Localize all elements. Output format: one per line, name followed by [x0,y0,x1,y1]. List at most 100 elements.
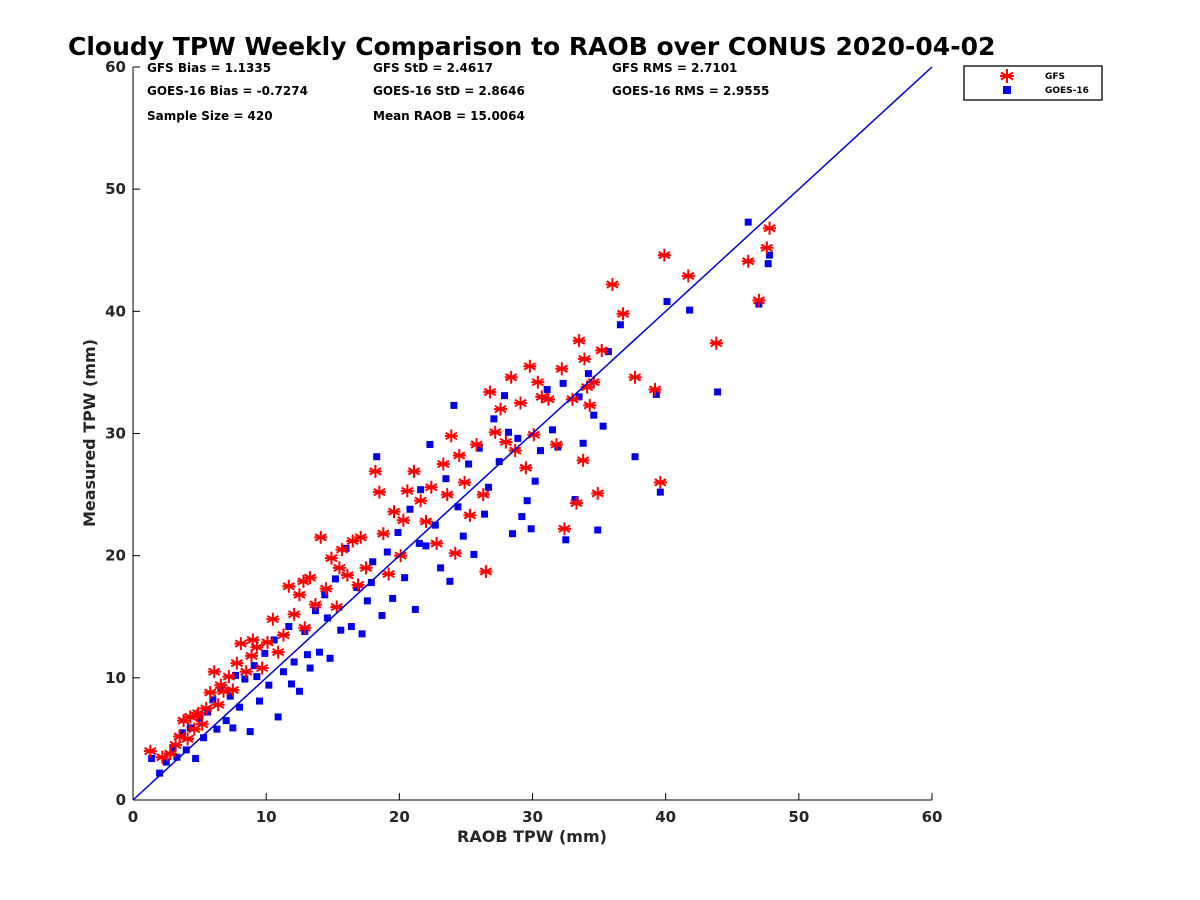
gfs-point [531,375,545,389]
goes16-point [575,393,583,401]
stat-mean-raob: Mean RAOB = 15.0064 [373,109,525,123]
goes16-point [631,453,639,461]
gfs-point [163,747,177,761]
gfs-point [376,527,390,541]
gfs-point [266,612,280,626]
goes16-point [169,745,177,753]
x-axis-label: RAOB TPW (mm) [457,827,607,846]
goes16-point [485,483,493,491]
goes16-point [411,605,419,613]
gfs-point [245,649,259,663]
gfs-point [541,392,555,406]
goes16-point [326,654,334,662]
goes16-point [514,434,522,442]
gfs-point [488,425,502,439]
goes16-point [369,558,377,566]
gfs-point [583,398,597,412]
gfs-point [407,464,421,478]
goes16-point [373,453,381,461]
gfs-point [653,475,667,489]
goes16-point [347,623,355,631]
gfs-point [226,683,240,697]
gfs-point [214,678,228,692]
goes16-point [536,447,544,455]
gfs-point [527,428,541,442]
goes16-point [321,591,329,599]
gfs-point [436,457,450,471]
gfs-point [572,334,586,348]
goes16-point [256,697,264,705]
gfs-point [276,628,290,642]
gfs-point [387,505,401,519]
gfs-point [752,293,766,307]
gfs-point [332,561,346,575]
gfs-point [199,701,213,715]
gfs-point [354,530,368,544]
goes16-point [178,729,186,737]
goes16-point [353,583,361,591]
x-tick-label: 20 [389,808,410,826]
gfs-point [319,582,333,596]
y-axis-label: Measured TPW (mm) [80,339,99,527]
gfs-point [760,241,774,255]
goes16-point [744,218,752,226]
gfs-point [591,486,605,500]
goes16-point [548,426,556,434]
goes16-point [543,386,551,394]
goes16-point [590,411,598,419]
goes16-point [686,306,694,314]
y-tick-label: 60 [105,58,126,76]
gfs-point [222,670,236,684]
gfs-point [514,396,528,410]
gfs-point [181,732,195,746]
gfs-point [203,685,217,699]
gfs-point [314,530,328,544]
gfs-point [494,402,508,416]
goes16-point [527,525,535,533]
gfs-point [628,370,642,384]
x-tick-label: 60 [922,808,943,826]
goes16-point [213,725,221,733]
goes16-point [246,728,254,736]
goes16-point [285,623,293,631]
legend-goes16-marker [1003,86,1011,94]
goes16-point [162,758,170,766]
gfs-point [595,343,609,357]
gfs-point [565,392,579,406]
goes16-point [490,415,498,423]
y-tick-label: 0 [116,791,126,809]
goes16-point [265,681,273,689]
gfs-point [430,536,444,550]
gfs-point [271,645,285,659]
x-tick-labels: 0 10 20 30 40 50 60 [128,808,943,826]
stat-sample-size: Sample Size = 420 [147,109,273,123]
x-tick-label: 10 [256,808,277,826]
y-tick-label: 10 [105,669,126,687]
goes16-point [173,753,181,761]
goes16-point [295,687,303,695]
gfs-point [195,717,209,731]
goes16-point [417,486,425,494]
goes16-point [200,734,208,742]
gfs-point [234,637,248,651]
goes16-point [209,696,217,704]
gfs-point [298,621,312,635]
goes16-point [470,550,478,558]
goes16-point [475,444,483,452]
gfs-point [452,448,466,462]
gfs-point [292,588,306,602]
goes16-point [315,648,323,656]
series-gfs [143,221,777,764]
one-to-one-line [132,66,933,801]
goes16-point [401,574,409,582]
gfs-point [169,738,183,752]
goes16-point [450,401,458,409]
goes16-point [236,703,244,711]
goes16-point [459,532,467,540]
gfs-point [330,600,344,614]
goes16-point [303,651,311,659]
goes16-point [509,530,517,538]
goes16-point [156,769,164,777]
gfs-point [396,513,410,527]
